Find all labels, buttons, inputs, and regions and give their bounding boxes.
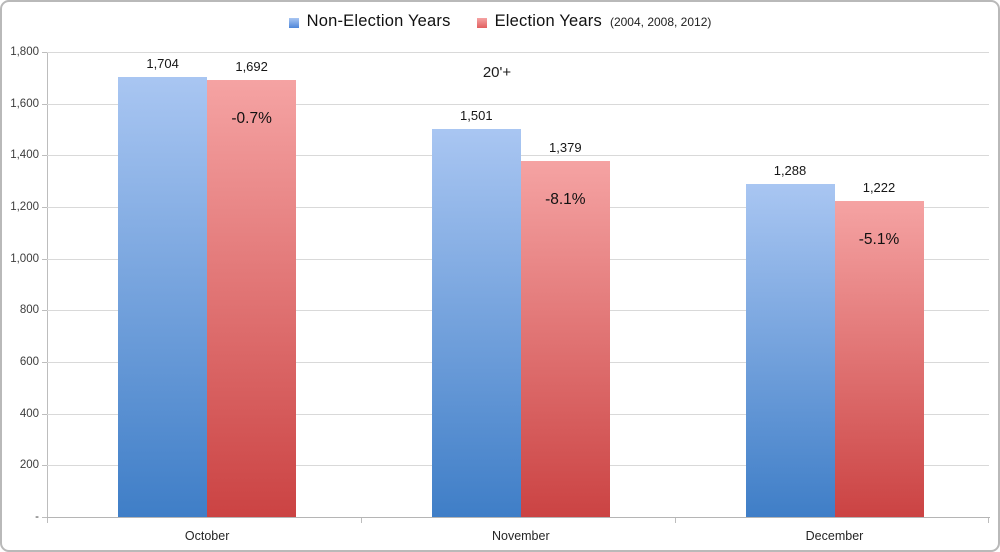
y-axis-label: 600 [19,356,39,368]
bar-election [207,79,297,517]
y-axis-label: 400 [19,407,39,420]
y-axis-label: 1,000 [10,252,39,265]
bar-election [834,201,924,517]
chart-annotation: 20'+ [482,64,512,81]
y-axis-line [47,52,48,517]
y-axis-label: 800 [19,304,39,317]
y-axis-label: 1,400 [10,149,39,162]
legend-label-election-years: Election Years [494,12,602,30]
y-axis-tick [42,362,47,363]
y-axis-tick [42,517,47,518]
bar-election [520,160,610,517]
legend-swatch-blue [288,17,299,28]
x-axis-tick [47,518,48,523]
percent-change-label: -0.7% [231,109,272,127]
value-label: 1,704 [146,55,179,71]
x-axis-tick [361,518,362,523]
legend-label-non-election-years: Non-Election Years [306,12,451,30]
x-axis-tick [988,518,989,523]
x-axis-label: October [184,529,230,543]
y-axis-label: 1,200 [10,201,39,213]
value-label: 1,501 [460,108,493,124]
y-axis-tick [42,103,47,105]
y-axis-tick [42,310,47,312]
y-axis-tick [42,465,47,467]
plot-area: 1,704 1,692 -0.7% 1,501 1,379 -8.1% 1,288 1,222… [47,52,989,517]
y-axis-label: 200 [19,459,39,472]
y-axis-tick [42,52,47,53]
legend: Non-Election Years Election Years (2004,… [2,12,998,31]
y-axis-tick [42,155,47,157]
x-axis-label: November [491,529,550,543]
y-axis-tick [42,207,47,208]
x-axis-line [47,517,990,518]
value-label: 1,692 [235,58,268,74]
gridline [47,103,989,105]
legend-item-election-years: Election Years (2004, 2008, 2012) [476,12,712,31]
bar-non-election [431,129,521,517]
bar-non-election [745,184,835,517]
y-axis-tick [42,258,47,260]
y-axis-tick [42,413,47,415]
value-label: 1,222 [862,180,896,196]
gridline [47,52,989,53]
value-label: 1,379 [549,139,582,155]
y-axis-label: 1,800 [10,46,39,58]
y-axis-label: 1,600 [10,97,39,110]
x-axis-tick [675,518,676,523]
x-axis-label: December [805,529,864,543]
bar-non-election [118,76,208,517]
y-axis-label: - [35,511,39,523]
legend-item-non-election-years: Non-Election Years [288,12,451,31]
value-label: 1,288 [773,163,807,179]
legend-label-election-years-detail: (2004, 2008, 2012) [609,15,712,29]
percent-change-label: -8.1% [545,190,586,208]
percent-change-label: -5.1% [858,231,900,249]
legend-swatch-red [476,17,487,28]
